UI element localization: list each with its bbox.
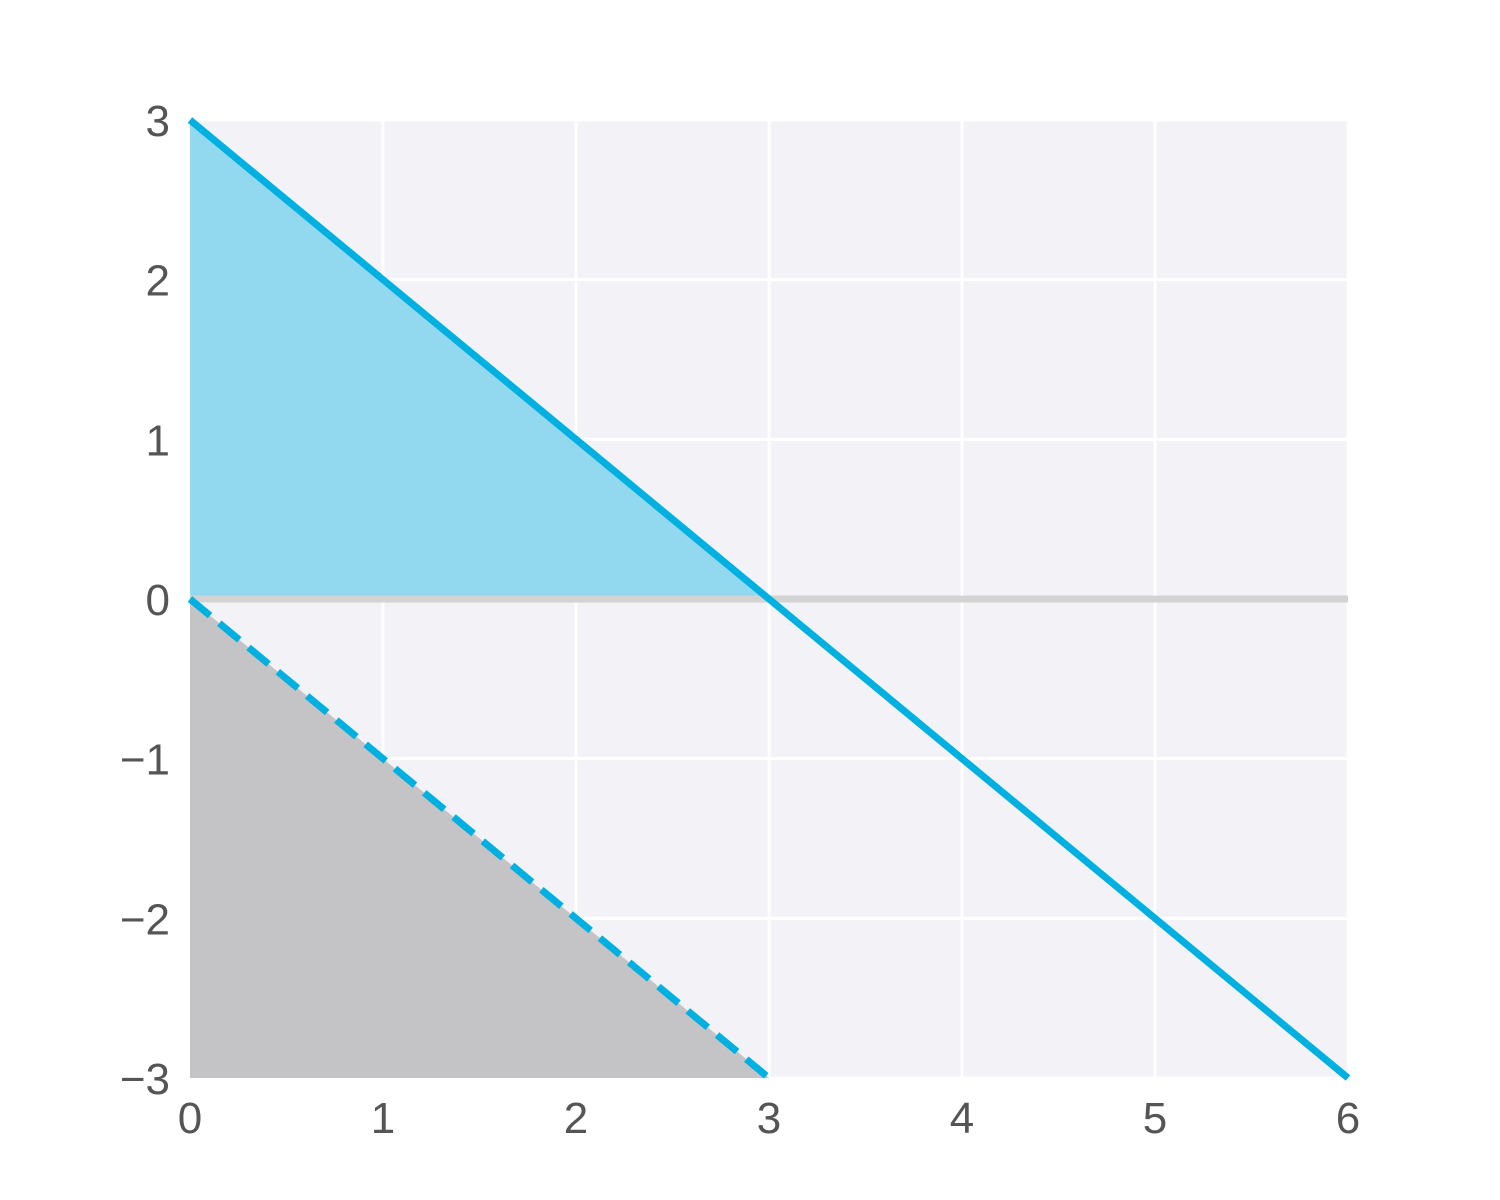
- x-tick-label: 3: [757, 1094, 781, 1143]
- y-tick-label: 3: [146, 97, 170, 146]
- y-tick-label: 1: [146, 416, 170, 465]
- x-tick-label: 1: [371, 1094, 395, 1143]
- y-tick-label: −1: [120, 736, 170, 785]
- y-tick-label: −3: [120, 1055, 170, 1104]
- series-line-2: [187, 596, 772, 1081]
- x-tick-label: 6: [1336, 1094, 1360, 1143]
- series-line-1: [187, 117, 1351, 1081]
- x-tick-label: 5: [1143, 1094, 1167, 1143]
- x-tick-labels: 0 1 2 3 4 5 6: [178, 1094, 1360, 1143]
- series-lines: [187, 117, 1351, 1081]
- filled-region-2: [190, 599, 769, 1078]
- x-tick-label: 2: [564, 1094, 588, 1143]
- y-tick-label: 0: [146, 576, 170, 625]
- y-tick-label: 2: [146, 257, 170, 306]
- x-tick-label: 0: [178, 1094, 202, 1143]
- x-tick-label: 4: [950, 1094, 974, 1143]
- y-tick-label: −2: [120, 895, 170, 944]
- y-tick-labels: −3 −2 −1 0 1 2 3: [120, 97, 170, 1104]
